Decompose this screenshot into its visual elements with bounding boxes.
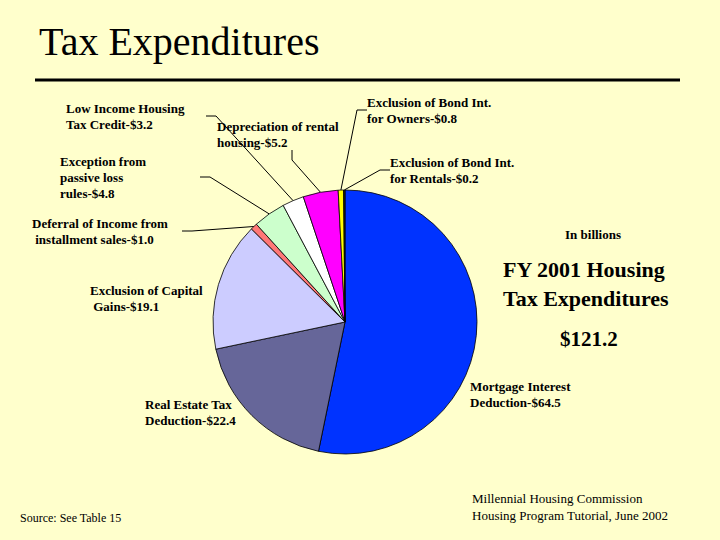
svg-text:Tax Expenditures: Tax Expenditures xyxy=(39,19,319,64)
svg-text:rules-$4.8: rules-$4.8 xyxy=(60,186,115,201)
svg-text:Tax Expenditures: Tax Expenditures xyxy=(503,286,669,311)
svg-text:In billions: In billions xyxy=(565,227,621,242)
svg-text:Millennial Housing Commission: Millennial Housing Commission xyxy=(472,491,643,506)
svg-text:for Rentals-$0.2: for Rentals-$0.2 xyxy=(390,171,479,186)
svg-text:housing-$5.2: housing-$5.2 xyxy=(217,135,287,150)
svg-text:Exclusion of Bond Int.: Exclusion of Bond Int. xyxy=(367,95,495,110)
svg-text:Housing Program Tutorial, June: Housing Program Tutorial, June 2002 xyxy=(472,508,668,523)
svg-text:passive loss: passive loss xyxy=(60,170,126,185)
svg-text:Deduction-$64.5: Deduction-$64.5 xyxy=(470,395,561,410)
svg-text:$121.2: $121.2 xyxy=(560,327,618,351)
svg-text:Exception from: Exception from xyxy=(60,154,149,169)
svg-text:Exclusion of Capital: Exclusion of Capital xyxy=(90,283,203,298)
svg-text:Mortgage Interest: Mortgage Interest xyxy=(470,379,574,394)
svg-text:Source: See Table 15: Source: See Table 15 xyxy=(20,511,121,525)
svg-text:Real Estate Tax: Real Estate Tax xyxy=(145,397,235,412)
svg-text:Tax Credit-$3.2: Tax Credit-$3.2 xyxy=(66,117,153,132)
svg-text:for Owners-$0.8: for Owners-$0.8 xyxy=(367,111,458,126)
svg-text:installment sales-$1.0: installment sales-$1.0 xyxy=(32,232,154,247)
svg-text:FY 2001 Housing: FY 2001 Housing xyxy=(503,257,670,282)
svg-text:Depreciation of rental: Depreciation of rental xyxy=(217,119,342,134)
svg-text:Exclusion of Bond Int.: Exclusion of Bond Int. xyxy=(390,155,518,170)
svg-text:Deduction-$22.4: Deduction-$22.4 xyxy=(145,413,236,428)
svg-text:Gains-$19.1: Gains-$19.1 xyxy=(90,299,159,314)
svg-text:Deferral of Income from: Deferral of Income from xyxy=(32,216,168,231)
svg-text:Low Income Housing: Low Income Housing xyxy=(66,101,188,116)
